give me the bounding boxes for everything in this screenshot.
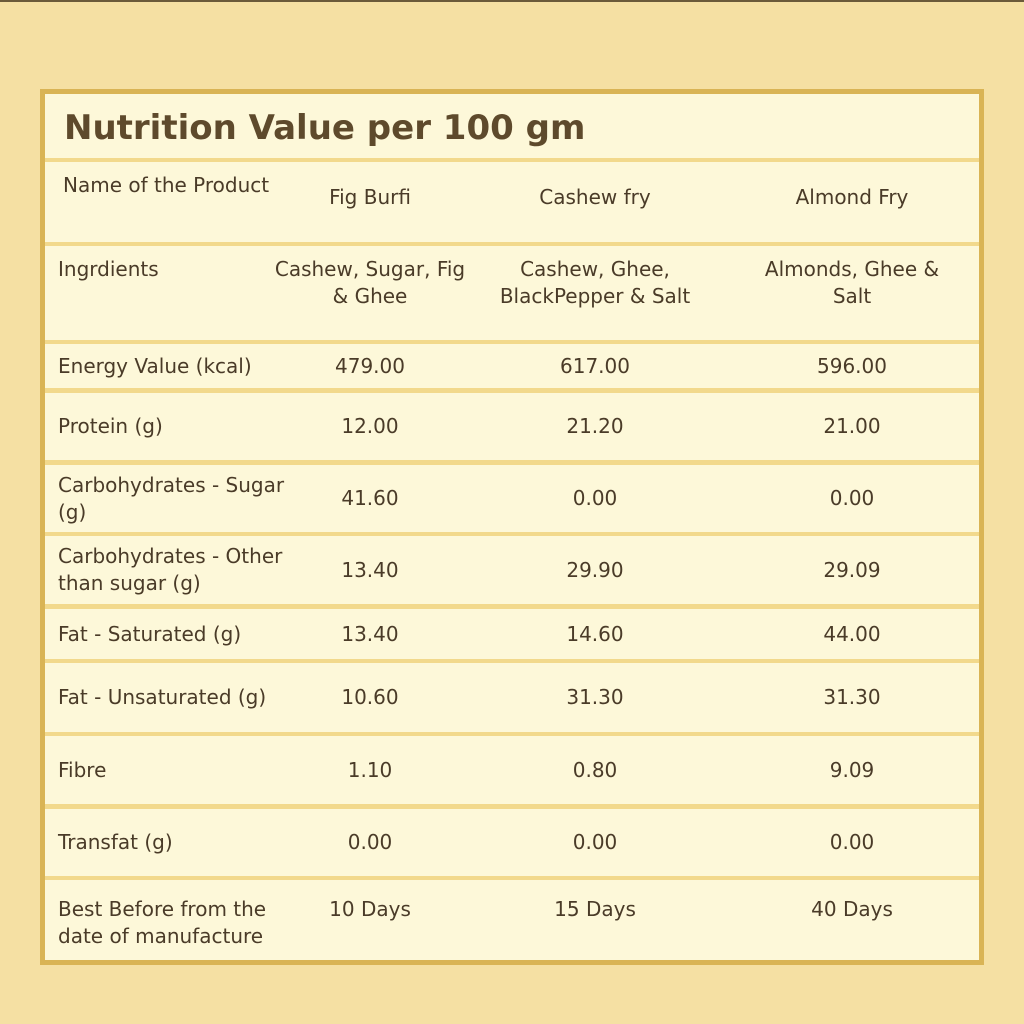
value-fig-burfi: 41.60 (341, 486, 399, 510)
table-row: Fibre 1.10 0.80 9.09 (45, 736, 979, 804)
nutrient-label: Energy Value (kcal) (58, 353, 252, 378)
nutrient-label: Fat - Unsaturated (g) (58, 685, 267, 709)
value-almond-fry: 596.00 (817, 353, 887, 378)
value-almond-fry: 21.00 (823, 414, 881, 438)
nutrient-label: Fat - Saturated (g) (58, 621, 242, 646)
table-row: Energy Value (kcal) 479.00 617.00 596.00 (45, 344, 979, 388)
value-almond-fry: 0.00 (829, 486, 875, 510)
table-row: Carbohydrates - Sugar (g) 41.60 0.00 0.0… (45, 465, 979, 532)
table-row: Fat - Unsaturated (g) 10.60 31.30 31.30 (45, 663, 979, 732)
product-almond-fry: Almond Fry (795, 185, 909, 209)
value-cashew-fry: 617.00 (560, 353, 630, 378)
table-row: Transfat (g) 0.00 0.00 0.00 (45, 809, 979, 876)
value-fig-burfi: 1.10 (347, 757, 393, 782)
shelf-life-label: Best Before from the date of manufacture (58, 897, 267, 948)
shelf-life-almond-fry: 40 Days (811, 897, 893, 921)
value-almond-fry: 0.00 (829, 830, 875, 854)
nutrient-label: Carbohydrates - Sugar (g) (58, 472, 285, 524)
value-cashew-fry: 29.90 (566, 557, 624, 582)
value-cashew-fry: 14.60 (566, 621, 624, 646)
table-row: Carbohydrates - Other than sugar (g) 13.… (45, 536, 979, 604)
nutrition-table: Nutrition Value per 100 gm Name of the P… (40, 89, 984, 965)
table-row: Fat - Saturated (g) 13.40 14.60 44.00 (45, 609, 979, 659)
value-fig-burfi: 13.40 (341, 621, 399, 646)
ingredients-row: Ingrdients Cashew, Sugar, Fig & Ghee Cas… (45, 246, 979, 340)
product-fig-burfi: Fig Burfi (329, 185, 411, 209)
nutrient-label: Carbohydrates - Other than sugar (g) (58, 544, 283, 595)
value-cashew-fry: 31.30 (566, 685, 624, 709)
shelf-life-cashew-fry: 15 Days (554, 897, 636, 921)
title-row: Nutrition Value per 100 gm (45, 94, 979, 158)
shelf-life-fig-burfi: 10 Days (329, 897, 411, 921)
nutrient-label: Fibre (58, 757, 107, 782)
value-fig-burfi: 0.00 (347, 830, 393, 854)
value-fig-burfi: 10.60 (341, 685, 399, 709)
shelf-life-row: Best Before from the date of manufacture… (45, 880, 979, 960)
value-almond-fry: 9.09 (829, 757, 875, 782)
value-cashew-fry: 21.20 (566, 414, 624, 438)
value-fig-burfi: 12.00 (341, 414, 399, 438)
value-fig-burfi: 479.00 (335, 353, 405, 378)
product-cashew-fry: Cashew fry (539, 185, 651, 209)
nutrient-label: Protein (g) (58, 414, 163, 438)
product-name-label: Name of the Product (63, 173, 270, 197)
value-cashew-fry: 0.00 (572, 830, 618, 854)
ingredients-almond-fry: Almonds, Ghee & Salt (764, 257, 940, 308)
product-name-row: Name of the Product Fig Burfi Cashew fry… (45, 162, 979, 242)
top-border-line (0, 0, 1024, 2)
value-cashew-fry: 0.80 (572, 757, 618, 782)
ingredients-fig-burfi: Cashew, Sugar, Fig & Ghee (274, 257, 466, 308)
value-almond-fry: 29.09 (823, 557, 881, 582)
nutrient-label: Transfat (g) (58, 830, 173, 854)
value-fig-burfi: 13.40 (341, 557, 399, 582)
value-almond-fry: 44.00 (823, 621, 881, 646)
value-almond-fry: 31.30 (823, 685, 881, 709)
value-cashew-fry: 0.00 (572, 486, 618, 510)
ingredients-label: Ingrdients (58, 257, 159, 281)
table-row: Protein (g) 12.00 21.20 21.00 (45, 393, 979, 460)
table-title: Nutrition Value per 100 gm (64, 108, 586, 148)
ingredients-cashew-fry: Cashew, Ghee, BlackPepper & Salt (499, 257, 691, 308)
